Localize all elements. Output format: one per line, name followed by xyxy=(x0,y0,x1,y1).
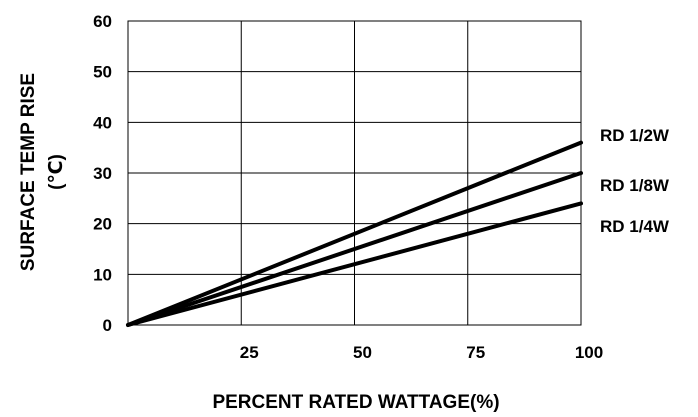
series-label: RD 1/2W xyxy=(600,126,670,145)
grid xyxy=(127,20,582,326)
y-axis-title: SURFACE TEMP RISE (℃) xyxy=(18,73,67,271)
y-tick-label: 20 xyxy=(93,215,112,234)
y-tick-label: 0 xyxy=(103,316,112,335)
y-axis-title-unit: (℃) xyxy=(46,154,67,190)
x-tick-label: 50 xyxy=(353,343,372,362)
y-tick-label: 60 xyxy=(93,12,112,31)
series-label: RD 1/8W xyxy=(600,176,670,195)
x-tick-label: 75 xyxy=(466,343,485,362)
x-axis-title: PERCENT RATED WATTAGE(%) xyxy=(212,392,499,413)
y-tick-label: 50 xyxy=(93,63,112,82)
series-line xyxy=(126,201,583,327)
series-line xyxy=(126,171,583,327)
x-tick-label: 25 xyxy=(240,343,259,362)
series-label: RD 1/4W xyxy=(600,217,670,236)
y-tick-label: 30 xyxy=(93,164,112,183)
x-tick-label: 100 xyxy=(575,343,603,362)
y-axis-title-line1: SURFACE TEMP RISE xyxy=(18,73,39,271)
tick-labels: 0 10 20 30 40 50 60 25 50 75 100 xyxy=(93,12,603,362)
series-lines: RD 1/2W RD 1/8W RD 1/4W xyxy=(126,126,670,327)
series-line xyxy=(126,140,583,327)
y-tick-label: 40 xyxy=(93,113,112,132)
y-tick-label: 10 xyxy=(93,265,112,284)
